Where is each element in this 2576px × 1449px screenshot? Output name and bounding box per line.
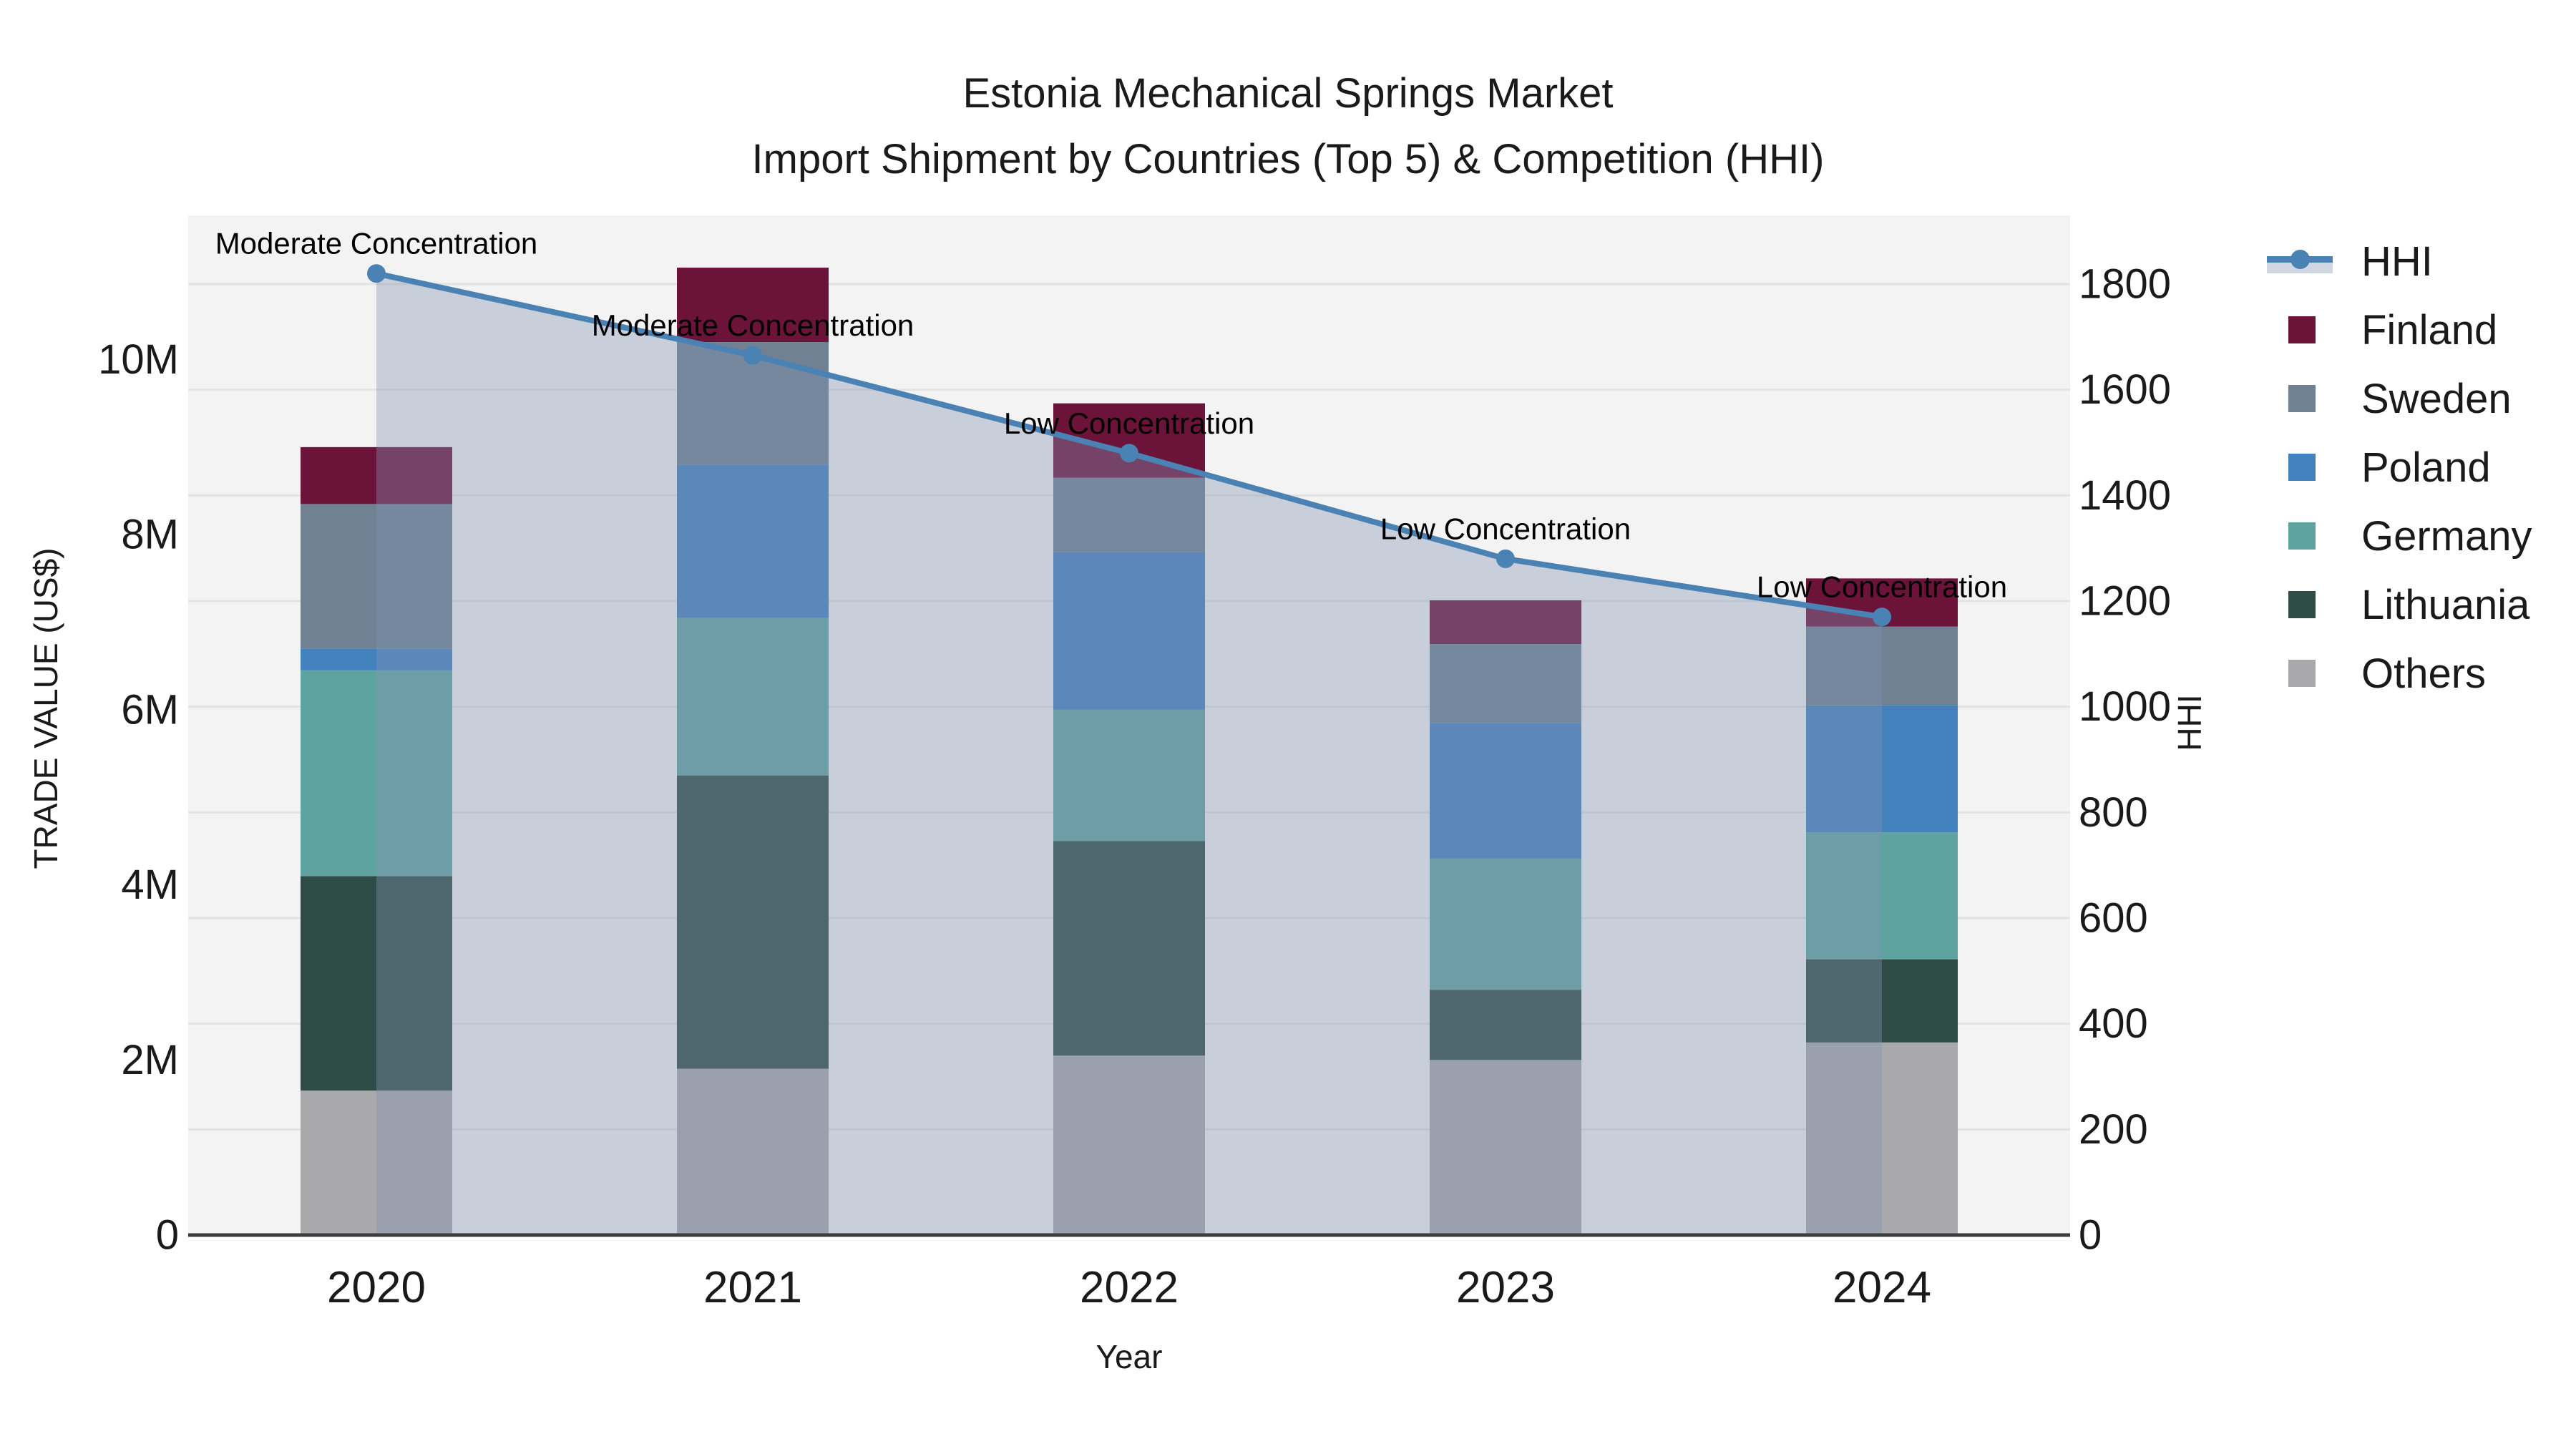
y-left-tick: 0 (156, 1212, 179, 1259)
bar-segment-poland-2024[interactable] (1806, 705, 1958, 833)
chart-title-line1: Estonia Mechanical Springs Market (962, 70, 1613, 117)
bar-segment-finland-2021[interactable] (677, 268, 829, 343)
legend-label: HHI (2361, 238, 2433, 285)
annotation-2020: Moderate Concentration (215, 227, 538, 260)
bar-segment-others-2023[interactable] (1430, 1060, 1581, 1235)
legend-swatch-icon (2267, 454, 2341, 481)
bar-segment-lithuania-2023[interactable] (1430, 990, 1581, 1060)
bar-segment-others-2024[interactable] (1806, 1042, 1958, 1235)
y-right-tick: 400 (2079, 1000, 2148, 1047)
legend-label: Poland (2361, 444, 2491, 491)
y-right-tick: 600 (2079, 895, 2148, 942)
hhi-marker-2023[interactable] (1496, 549, 1515, 568)
legend-item-hhi[interactable]: HHI (2267, 227, 2532, 296)
bar-segment-lithuania-2020[interactable] (301, 876, 452, 1091)
y-left-tick: 8M (121, 512, 179, 558)
x-axis-title: Year (1096, 1338, 1163, 1375)
x-tick-2022: 2022 (1080, 1263, 1179, 1312)
bar-segment-finland-2020[interactable] (301, 447, 452, 504)
y-left-axis-title: TRADE VALUE (US$) (27, 547, 64, 869)
y-right-tick: 1400 (2079, 472, 2171, 519)
legend-swatch-icon (2267, 591, 2341, 618)
hhi-marker-2020[interactable] (367, 264, 386, 283)
x-tick-2024: 2024 (1833, 1263, 1931, 1312)
y-right-tick: 200 (2079, 1106, 2148, 1153)
legend-swatch-icon (2267, 660, 2341, 687)
legend-swatch-icon (2267, 316, 2341, 343)
bar-segment-sweden-2022[interactable] (1053, 477, 1205, 552)
bar-segment-germany-2020[interactable] (301, 670, 452, 877)
bar-segment-others-2022[interactable] (1053, 1055, 1205, 1235)
x-tick-2023: 2023 (1456, 1263, 1555, 1312)
legend-swatch-icon (2267, 385, 2341, 412)
bar-segment-lithuania-2021[interactable] (677, 775, 829, 1069)
legend: HHI Finland Sweden Poland Germany Lithuania Ot… (2267, 227, 2532, 708)
legend-item-others[interactable]: Others (2267, 639, 2532, 708)
bar-segment-germany-2024[interactable] (1806, 832, 1958, 960)
y-right-axis-title: HHI (2171, 694, 2208, 751)
bar-segment-germany-2023[interactable] (1430, 858, 1581, 990)
bar-segment-sweden-2023[interactable] (1430, 644, 1581, 723)
y-right-tick: 1000 (2079, 683, 2171, 730)
y-left-tick: 4M (121, 862, 179, 908)
y-right-tick: 1800 (2079, 261, 2171, 308)
annotation-2023: Low Concentration (1380, 512, 1631, 545)
y-right-tick: 1600 (2079, 366, 2171, 413)
y-left-tick: 2M (121, 1037, 179, 1083)
annotation-2021: Moderate Concentration (592, 308, 914, 342)
bar-segment-others-2021[interactable] (677, 1068, 829, 1235)
bar-segment-poland-2022[interactable] (1053, 552, 1205, 710)
bar-segment-lithuania-2022[interactable] (1053, 841, 1205, 1056)
y-right-tick: 800 (2079, 789, 2148, 836)
legend-label: Lithuania (2361, 581, 2530, 628)
bar-segment-sweden-2020[interactable] (301, 504, 452, 649)
hhi-area (376, 273, 1882, 1235)
bar-segment-sweden-2024[interactable] (1806, 626, 1958, 706)
legend-item-lithuania[interactable]: Lithuania (2267, 570, 2532, 639)
legend-item-sweden[interactable]: Sweden (2267, 364, 2532, 433)
chart-title-line2: Import Shipment by Countries (Top 5) & C… (752, 136, 1825, 182)
y-right-tick: 1200 (2079, 578, 2171, 625)
bar-segment-germany-2021[interactable] (677, 618, 829, 776)
x-tick-2020: 2020 (327, 1263, 426, 1312)
legend-swatch-icon (2267, 522, 2341, 550)
bar-segment-others-2020[interactable] (301, 1091, 452, 1235)
x-tick-2021: 2021 (703, 1263, 802, 1312)
legend-item-finland[interactable]: Finland (2267, 296, 2532, 364)
plot-layer: Moderate Concentration Moderate Concentra… (98, 215, 2171, 1312)
hhi-marker-2022[interactable] (1120, 444, 1138, 463)
legend-label: Finland (2361, 306, 2498, 353)
bar-segment-poland-2021[interactable] (677, 464, 829, 618)
legend-item-poland[interactable]: Poland (2267, 433, 2532, 502)
legend-label: Sweden (2361, 375, 2512, 422)
hhi-marker-2021[interactable] (743, 346, 762, 365)
annotation-2024: Low Concentration (1757, 570, 2007, 604)
y-left-tick: 10M (98, 336, 179, 383)
legend-line-icon (2267, 249, 2341, 273)
legend-item-germany[interactable]: Germany (2267, 502, 2532, 570)
annotation-2022: Low Concentration (1004, 406, 1254, 440)
y-left-tick: 6M (121, 686, 179, 733)
bar-segment-poland-2020[interactable] (301, 648, 452, 670)
bar-segment-germany-2022[interactable] (1053, 709, 1205, 841)
legend-label: Germany (2361, 512, 2532, 560)
bar-segment-poland-2023[interactable] (1430, 723, 1581, 859)
hhi-marker-2024[interactable] (1873, 608, 1891, 627)
legend-label: Others (2361, 650, 2487, 697)
bar-segment-lithuania-2024[interactable] (1806, 959, 1958, 1043)
y-right-tick: 0 (2079, 1212, 2102, 1259)
bar-segment-finland-2023[interactable] (1430, 600, 1581, 645)
